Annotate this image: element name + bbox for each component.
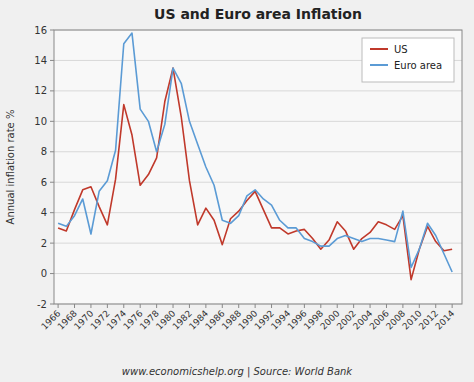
x-tick [402, 304, 403, 308]
footer: www.economicshelp.org | Source: World Ba… [122, 366, 353, 378]
x-tick [222, 304, 223, 308]
y-tick-label: 0 [41, 268, 47, 279]
y-tick-label: 6 [41, 177, 47, 188]
y-tick [50, 304, 54, 305]
x-tick [205, 304, 206, 308]
x-tick [140, 304, 141, 308]
x-tick [189, 304, 190, 308]
legend-swatch [370, 48, 388, 50]
legend-box [362, 38, 454, 82]
y-tick-label: -2 [37, 299, 47, 310]
chart: -202468101214161966196819701972197419761… [0, 0, 474, 382]
y-tick [50, 90, 54, 91]
x-tick [255, 304, 256, 308]
y-tick-label: 8 [41, 146, 47, 157]
y-tick-label: 4 [41, 207, 47, 218]
y-tick [50, 182, 54, 183]
x-tick [74, 304, 75, 308]
x-tick [123, 304, 124, 308]
series-group [58, 33, 452, 280]
y-tick [50, 121, 54, 122]
grid-line [54, 121, 462, 122]
y-tick-label: 2 [41, 238, 47, 249]
line [58, 68, 452, 280]
grid-line [54, 90, 462, 91]
legend-swatch [370, 64, 388, 66]
plot-area [54, 30, 462, 304]
y-tick [50, 243, 54, 244]
y-tick [50, 273, 54, 274]
x-tick [320, 304, 321, 308]
x-tick [435, 304, 436, 308]
line [58, 33, 452, 272]
x-tick-label: 2014 [433, 308, 456, 331]
y-tick-label: 16 [34, 25, 47, 36]
x-tick [90, 304, 91, 308]
x-tick [238, 304, 239, 308]
x-tick [287, 304, 288, 308]
legend: US Euro area [362, 38, 454, 82]
x-tick [337, 304, 338, 308]
y-tick-label: 14 [34, 55, 47, 66]
axes: -202468101214161966196819701972197419761… [34, 25, 462, 332]
x-tick [386, 304, 387, 308]
x-tick [107, 304, 108, 308]
x-tick [173, 304, 174, 308]
background [0, 0, 474, 382]
x-tick [156, 304, 157, 308]
x-tick [419, 304, 420, 308]
grid-line [54, 212, 462, 213]
y-tick [50, 30, 54, 31]
x-tick [452, 304, 453, 308]
y-axis-label: Annual inflation rate % [5, 110, 16, 225]
grid-line [54, 273, 462, 274]
plot-frame [54, 30, 462, 304]
legend-label: US [394, 44, 408, 55]
y-tick [50, 151, 54, 152]
y-tick-label: 12 [34, 85, 47, 96]
x-tick [271, 304, 272, 308]
grid-line [54, 243, 462, 244]
x-tick [58, 304, 59, 308]
title: US and Euro area Inflation [154, 6, 362, 22]
legend-label: Euro area [394, 60, 442, 71]
x-tick [353, 304, 354, 308]
y-tick [50, 212, 54, 213]
grid [54, 30, 462, 304]
x-tick [370, 304, 371, 308]
y-tick-label: 10 [34, 116, 47, 127]
y-tick [50, 60, 54, 61]
x-tick [304, 304, 305, 308]
